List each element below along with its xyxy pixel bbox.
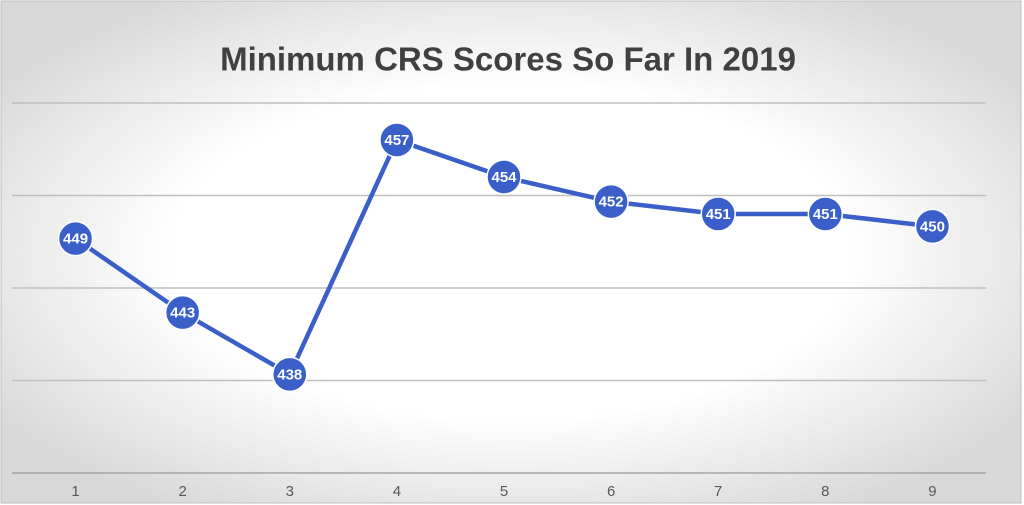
x-tick-label: 3 (286, 483, 294, 500)
x-tick-label: 7 (714, 483, 722, 500)
marker (914, 208, 951, 245)
marker (593, 183, 629, 220)
marker (379, 122, 415, 158)
chart-title: Minimum CRS Scores So Far In 2019 (220, 41, 796, 78)
x-tick-label: 1 (71, 483, 79, 500)
marker (57, 220, 94, 257)
data-label: 451 (706, 206, 731, 223)
data-label: 438 (277, 366, 302, 383)
data-label: 443 (170, 305, 195, 322)
x-tick-label: 5 (500, 483, 508, 500)
marker (486, 159, 522, 195)
data-label: 457 (384, 132, 409, 149)
marker (164, 294, 201, 331)
data-label: 451 (813, 206, 838, 223)
x-tick-label: 2 (178, 483, 186, 500)
data-label: 454 (491, 169, 517, 186)
x-tick-label: 8 (821, 483, 829, 500)
data-label: 452 (599, 194, 624, 211)
data-label: 450 (920, 218, 945, 235)
x-tick-label: 9 (928, 483, 936, 500)
marker (807, 196, 844, 232)
marker (272, 356, 308, 393)
data-label: 449 (63, 231, 88, 248)
x-tick-label: 6 (607, 483, 615, 500)
marker (700, 196, 736, 232)
x-tick-label: 4 (393, 483, 401, 500)
